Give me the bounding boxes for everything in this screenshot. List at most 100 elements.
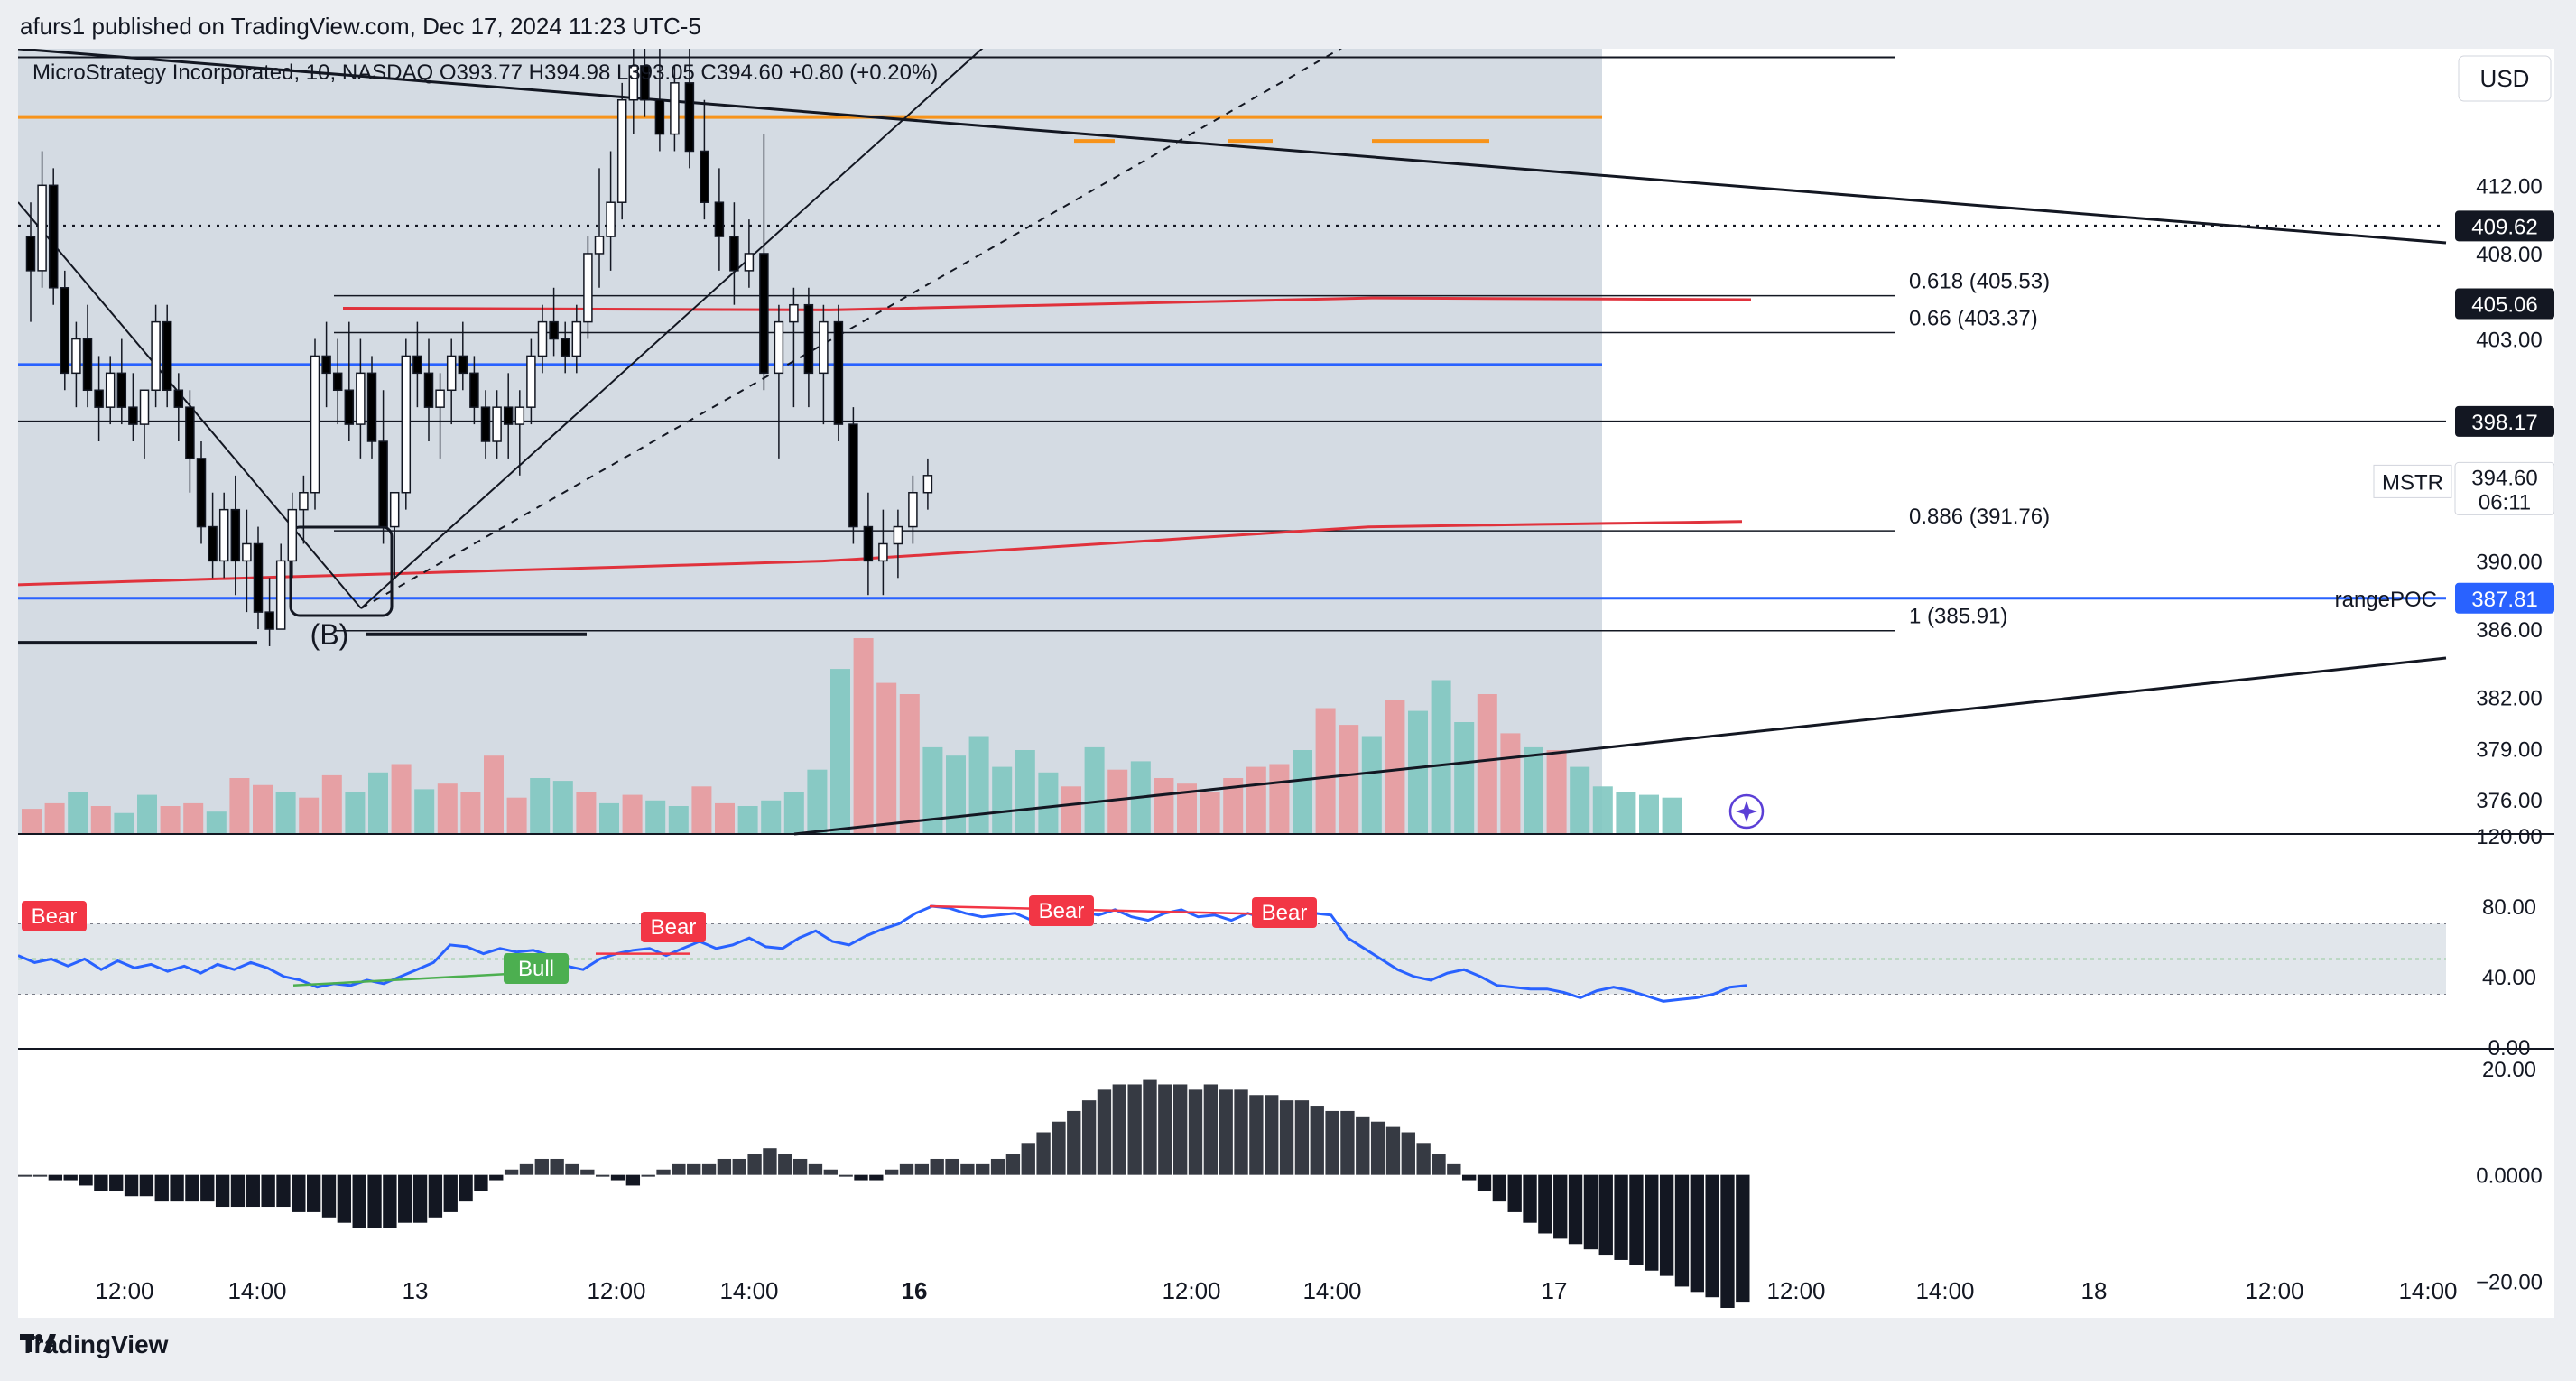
volume-bar xyxy=(1361,736,1382,834)
macd-bar xyxy=(1021,1143,1035,1175)
candle-down xyxy=(480,406,491,442)
volume-bar xyxy=(1154,778,1174,834)
candle-up xyxy=(275,560,286,630)
rsi-badge-label: Bull xyxy=(518,957,554,981)
candle-up xyxy=(356,372,366,425)
candle-up xyxy=(242,542,252,562)
time-tick-label: 12:00 xyxy=(1766,1277,1825,1304)
candle-up xyxy=(571,320,582,357)
volume-bar xyxy=(1038,772,1059,834)
volume-bar xyxy=(1293,750,1312,834)
candle-up xyxy=(37,184,47,272)
candle-down xyxy=(640,65,650,101)
time-tick-label: 16 xyxy=(902,1277,928,1304)
candle-down xyxy=(458,355,468,375)
macd-bar xyxy=(292,1174,306,1212)
volume-bar xyxy=(530,778,551,834)
macd-bar xyxy=(580,1169,595,1175)
time-tick-label: 14:00 xyxy=(1302,1277,1361,1304)
time-tick-label: 17 xyxy=(1542,1277,1568,1304)
candle-up xyxy=(606,201,616,237)
ascending-trendline xyxy=(793,656,2447,836)
price-label-text: 387.81 xyxy=(2471,588,2537,612)
macd-bar xyxy=(945,1158,959,1175)
shaded-range xyxy=(18,49,1602,834)
macd-bar xyxy=(383,1174,397,1228)
macd-bar xyxy=(504,1169,519,1175)
candle-up xyxy=(819,320,829,375)
macd-bar xyxy=(32,1174,48,1177)
macd-bar xyxy=(565,1163,579,1175)
macd-bar xyxy=(352,1174,366,1228)
macd-bar xyxy=(1720,1174,1735,1308)
volume-bar xyxy=(137,794,157,834)
macd-bar xyxy=(1249,1095,1264,1175)
macd-bar xyxy=(1614,1174,1628,1260)
macd-bar xyxy=(885,1169,899,1175)
volume-bar xyxy=(414,789,435,834)
volume-bar xyxy=(899,694,920,834)
macd-bar xyxy=(534,1158,549,1175)
candle-down xyxy=(560,338,570,357)
macd-bar xyxy=(1690,1174,1704,1293)
candle-up xyxy=(514,406,525,425)
price-label-box xyxy=(2454,461,2554,515)
time-tick-label: 14:00 xyxy=(719,1277,778,1304)
macd-bar xyxy=(48,1174,63,1181)
candle-down xyxy=(423,372,434,408)
candle-up xyxy=(628,65,639,101)
legend-low: L393.05 xyxy=(610,60,694,85)
macd-bar xyxy=(1340,1110,1355,1175)
macd-bar xyxy=(337,1174,352,1223)
candle-down xyxy=(654,98,665,135)
macd-bar xyxy=(717,1158,732,1175)
rsi-tick-label: 0.00 xyxy=(2488,1036,2531,1061)
macd-bar xyxy=(1477,1174,1492,1191)
candle-up xyxy=(446,355,457,392)
chart-frame[interactable]: 0.618 (405.53) 0.66 (403.37) 0.886 (391.76… xyxy=(18,49,2554,1318)
candle-down xyxy=(700,150,709,203)
time-tick-label: 12:00 xyxy=(587,1277,645,1304)
macd-bar xyxy=(459,1174,473,1202)
volume-bar xyxy=(1385,700,1405,834)
volume-bar xyxy=(391,764,412,834)
candle-up xyxy=(583,253,593,323)
tradingview-brand[interactable]: TradingView xyxy=(20,1330,168,1359)
macd-bar xyxy=(1112,1084,1126,1175)
rise-trendline xyxy=(360,49,984,609)
candle-down xyxy=(116,372,127,408)
currency-button-label[interactable]: USD xyxy=(2480,65,2530,92)
macd-bar xyxy=(1416,1143,1431,1175)
time-tick-label: 14:00 xyxy=(1915,1277,1974,1304)
volume-bar xyxy=(90,806,111,834)
macd-tick-label: 20.00 xyxy=(2482,1058,2536,1082)
candle-down xyxy=(503,406,514,425)
volume-bar xyxy=(506,797,527,834)
macd-bar xyxy=(170,1174,184,1202)
candle-up xyxy=(71,338,81,375)
time-tick-label: 13 xyxy=(403,1277,429,1304)
volume-bar xyxy=(1524,746,1543,834)
candle-down xyxy=(366,372,377,442)
pivot-b-label: (B) xyxy=(310,618,349,651)
rsi-badge-label: Bear xyxy=(1039,899,1085,923)
macd-bar xyxy=(1356,1116,1370,1175)
macd-bar xyxy=(321,1174,337,1218)
candle-down xyxy=(803,303,814,375)
macd-bar xyxy=(1005,1154,1021,1175)
volume-bar xyxy=(275,792,296,834)
candle-up xyxy=(893,525,903,545)
macd-bar xyxy=(899,1163,914,1175)
range-poc-tag: rangePOC xyxy=(2335,588,2437,612)
macd-bar xyxy=(1097,1089,1112,1175)
legend-symbol: MicroStrategy Incorporated, 10, NASDAQ xyxy=(32,60,433,85)
macd-bar xyxy=(428,1174,443,1218)
rsi-bear-badge xyxy=(1252,897,1317,928)
candle-up xyxy=(105,372,116,408)
chart-canvas[interactable]: 0.618 (405.53) 0.66 (403.37) 0.886 (391.76… xyxy=(18,49,2554,1318)
volume-bar xyxy=(44,802,65,834)
candle-down xyxy=(321,355,331,375)
legend-change: +0.80 (+0.20%) xyxy=(783,60,938,85)
volume-bar xyxy=(968,736,989,834)
fib-level-label: 0.886 (391.76) xyxy=(1909,505,2050,529)
